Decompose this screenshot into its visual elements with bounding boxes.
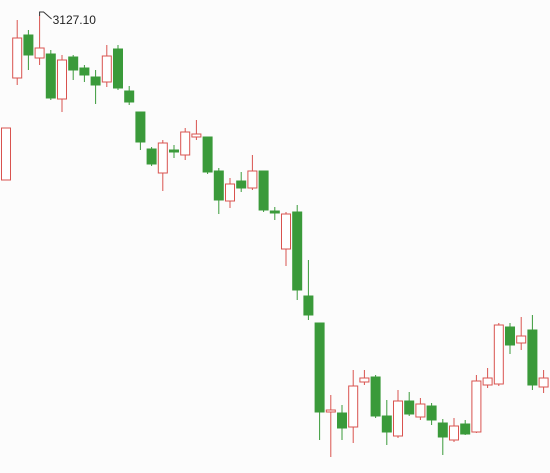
- annotation-flag: [39, 11, 52, 20]
- candle-body: [437, 422, 448, 438]
- candle-body: [34, 47, 45, 59]
- candle-body: [1, 127, 11, 181]
- candle-body: [370, 376, 381, 417]
- candle-body: [101, 55, 112, 83]
- candle-body: [281, 213, 291, 250]
- candle-body: [393, 400, 403, 437]
- candle-body: [68, 56, 79, 71]
- candle-body: [57, 59, 67, 100]
- candle-body: [135, 111, 146, 143]
- candle-body: [236, 180, 247, 189]
- candle-body: [415, 403, 426, 418]
- candle-body: [269, 210, 280, 214]
- candle-body: [303, 295, 314, 316]
- candle-body: [404, 400, 415, 415]
- candle-body: [12, 37, 23, 79]
- candle-body: [449, 425, 459, 441]
- candle-body: [337, 412, 347, 429]
- candle-body: [314, 322, 325, 413]
- candle-body: [225, 183, 235, 202]
- candle-body: [538, 377, 549, 388]
- candle-body: [202, 136, 213, 173]
- candle-body: [359, 377, 370, 383]
- candle-body: [460, 423, 471, 435]
- candle-body: [325, 409, 336, 413]
- candle-body: [213, 170, 224, 201]
- candle-body: [45, 53, 56, 99]
- candle-body: [505, 326, 515, 346]
- candle-body: [124, 90, 135, 103]
- candle-body: [180, 131, 191, 156]
- candle-body: [247, 170, 258, 189]
- candle-body: [482, 377, 493, 386]
- candle-body: [381, 415, 392, 433]
- candle-body: [23, 34, 34, 56]
- candle-body: [169, 149, 179, 153]
- candle-body: [516, 335, 527, 344]
- candle-body: [348, 385, 359, 428]
- annotation-label: 3127.10: [53, 13, 97, 27]
- candle-body: [90, 76, 101, 86]
- candle-body: [527, 329, 538, 386]
- candle-body: [146, 148, 157, 165]
- candle-body: [471, 380, 482, 433]
- candle-body: [113, 48, 123, 89]
- candle-body: [493, 324, 504, 385]
- candle-body: [191, 133, 202, 138]
- candle-body: [79, 67, 90, 76]
- candle-body: [292, 211, 303, 291]
- candle-body: [157, 142, 168, 174]
- candle-body: [258, 170, 269, 211]
- candle-body: [426, 405, 437, 421]
